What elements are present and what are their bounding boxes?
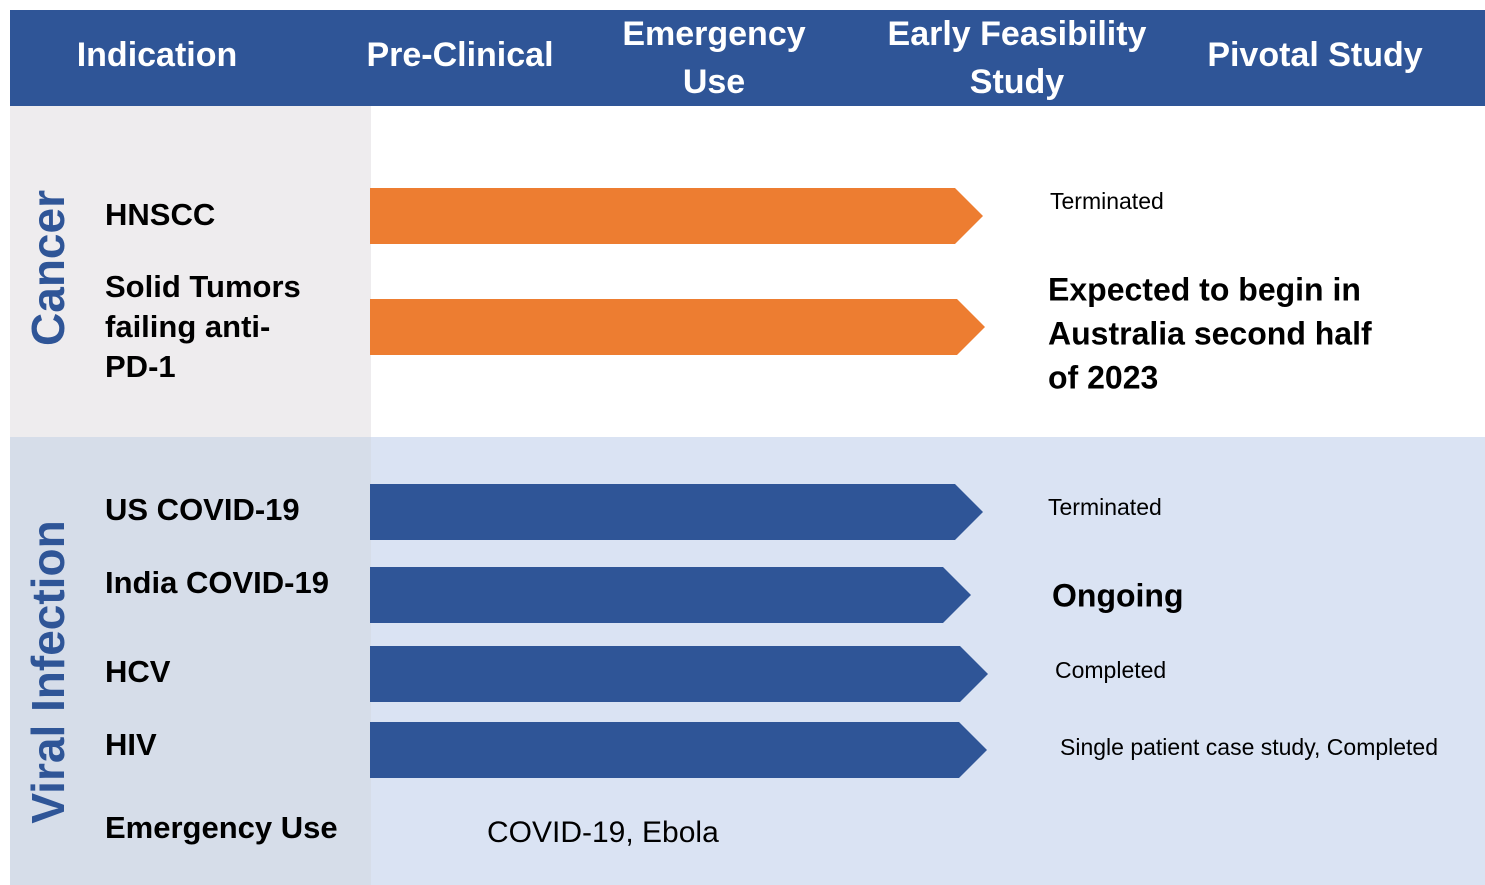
row-label: India COVID-19 [105, 565, 329, 600]
viral-label-panel [10, 437, 371, 885]
progress-arrow [370, 188, 983, 244]
row-label: Emergency Use [105, 810, 338, 845]
column-header: Emergency [622, 15, 805, 53]
row-label: PD-1 [105, 349, 176, 384]
row-status: Terminated [1048, 494, 1162, 520]
progress-arrow [370, 299, 985, 355]
row-label: HIV [105, 727, 157, 762]
content: Indication Pre-Clinical Emergency Use Early … [22, 15, 1438, 849]
row-label: Solid Tumors [105, 269, 301, 304]
row-label: HCV [105, 654, 171, 689]
progress-arrow [370, 646, 988, 702]
row-label: failing anti- [105, 309, 270, 344]
row-label: HNSCC [105, 197, 215, 232]
group-label: Cancer [22, 190, 74, 346]
column-header: Early Feasibility [888, 15, 1147, 53]
row-note: COVID-19, Ebola [487, 816, 719, 849]
row-status: Completed [1055, 657, 1166, 683]
cancer-panel [371, 106, 1485, 437]
progress-arrow [370, 484, 983, 540]
row-status: Terminated [1050, 188, 1164, 214]
progress-arrow [370, 567, 971, 623]
row-status: Australia second half [1048, 315, 1372, 351]
column-header: Pivotal Study [1207, 36, 1422, 74]
progress-arrow [370, 722, 987, 778]
row-status: Ongoing [1052, 577, 1184, 613]
row-status: Single patient case study, Completed [1060, 734, 1438, 760]
cancer-label-panel [10, 106, 371, 437]
column-header: Pre-Clinical [366, 36, 553, 74]
row-status: of 2023 [1048, 359, 1158, 395]
group-label: Viral Infection [22, 520, 74, 823]
row-label: US COVID-19 [105, 492, 300, 527]
column-header: Study [970, 63, 1065, 101]
column-header: Indication [77, 36, 238, 74]
header-band [10, 10, 1485, 106]
row-status: Expected to begin in [1048, 271, 1361, 307]
column-header: Use [683, 63, 745, 101]
